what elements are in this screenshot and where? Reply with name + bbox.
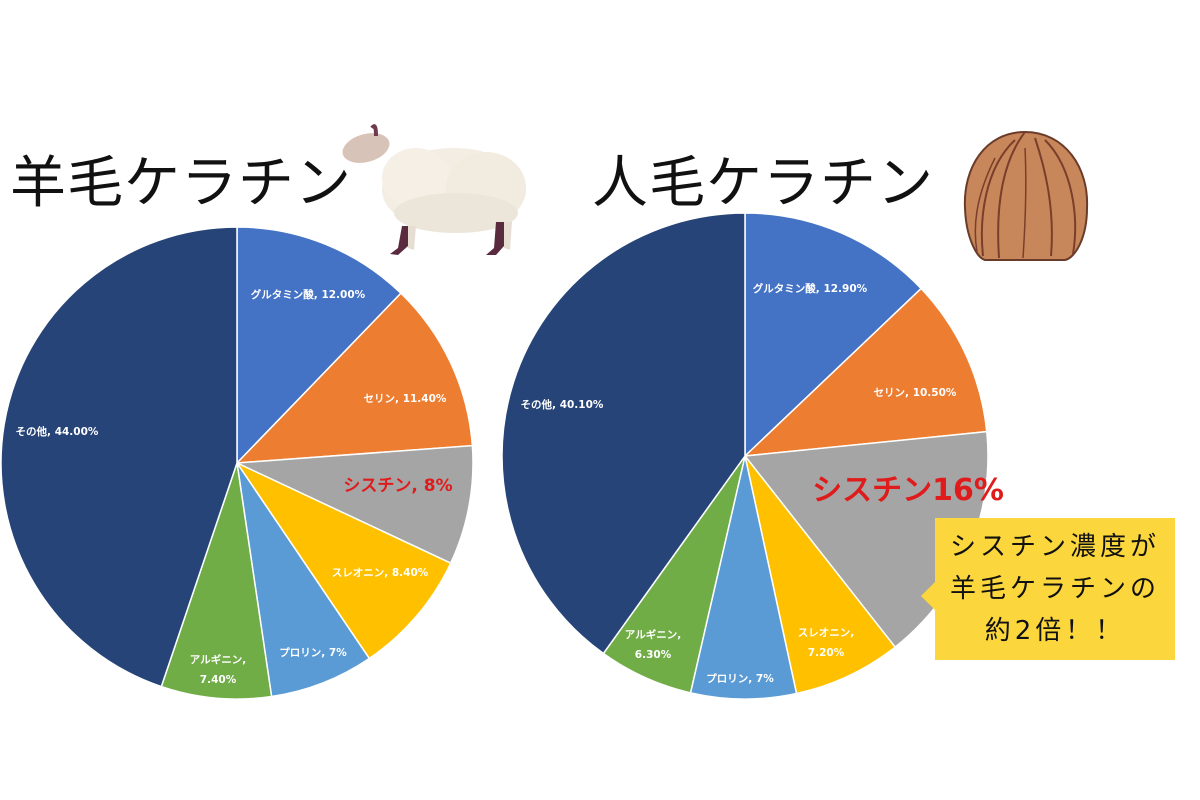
callout-tail [921, 582, 935, 610]
callout-bubble: シスチン濃度が 羊毛ケラチンの 約2倍！！ [921, 518, 1175, 660]
slice-label-2: シスチン16% [812, 473, 1004, 508]
slice-label-1: セリン, 10.50% [874, 387, 957, 399]
slice-label-5: アルギニン, [625, 628, 681, 641]
pie-slice-2 [234, 444, 474, 565]
callout-line-2: 羊毛ケラチンの [949, 574, 1160, 604]
pie-slice-6 [501, 212, 746, 655]
pie-slice-4 [689, 455, 798, 700]
slice-label-5: 7.40% [200, 674, 237, 686]
slice-label-5: 6.30% [635, 649, 672, 661]
sheep-icon [342, 124, 526, 255]
slice-label-2: シスチン, 8% [343, 476, 452, 496]
callout-text: シスチン濃度が 羊毛ケラチンの 約2倍！！ [935, 526, 1175, 652]
callout-box [935, 518, 1175, 660]
pie-slice-3 [744, 455, 897, 695]
slice-label-4: プロリン, 7% [279, 646, 347, 659]
right-chart-title: 人毛ケラチン [592, 151, 934, 216]
slice-label-5: アルギニン, [190, 653, 246, 666]
slice-label-3: スレオニン, 8.40% [332, 567, 429, 579]
pie-slice-1 [742, 287, 988, 457]
slice-label-0: グルタミン酸, 12.00% [251, 288, 366, 301]
left-chart-title: 羊毛ケラチン [10, 151, 352, 216]
pie-slice-0 [236, 226, 402, 465]
pie-slice-5 [160, 462, 273, 700]
pie-slice-1 [235, 292, 474, 464]
slice-label-0: グルタミン酸, 12.90% [753, 282, 868, 295]
pie-slice-4 [236, 462, 371, 698]
hair-icon [963, 130, 1089, 261]
slice-label-4: プロリン, 7% [706, 672, 774, 685]
callout-line-1: シスチン濃度が [949, 532, 1160, 562]
pie-slice-6 [0, 226, 238, 688]
slice-label-1: セリン, 11.40% [364, 393, 447, 405]
slice-label-3: 7.20% [808, 647, 845, 659]
slice-label-6: その他, 40.10% [521, 398, 604, 411]
pie-slice-0 [744, 212, 923, 458]
pie-slice-3 [234, 461, 452, 660]
slice-label-3: スレオニン, [798, 627, 855, 639]
callout-line-3: 約2倍！！ [984, 616, 1126, 646]
slice-label-6: その他, 44.00% [16, 425, 99, 438]
